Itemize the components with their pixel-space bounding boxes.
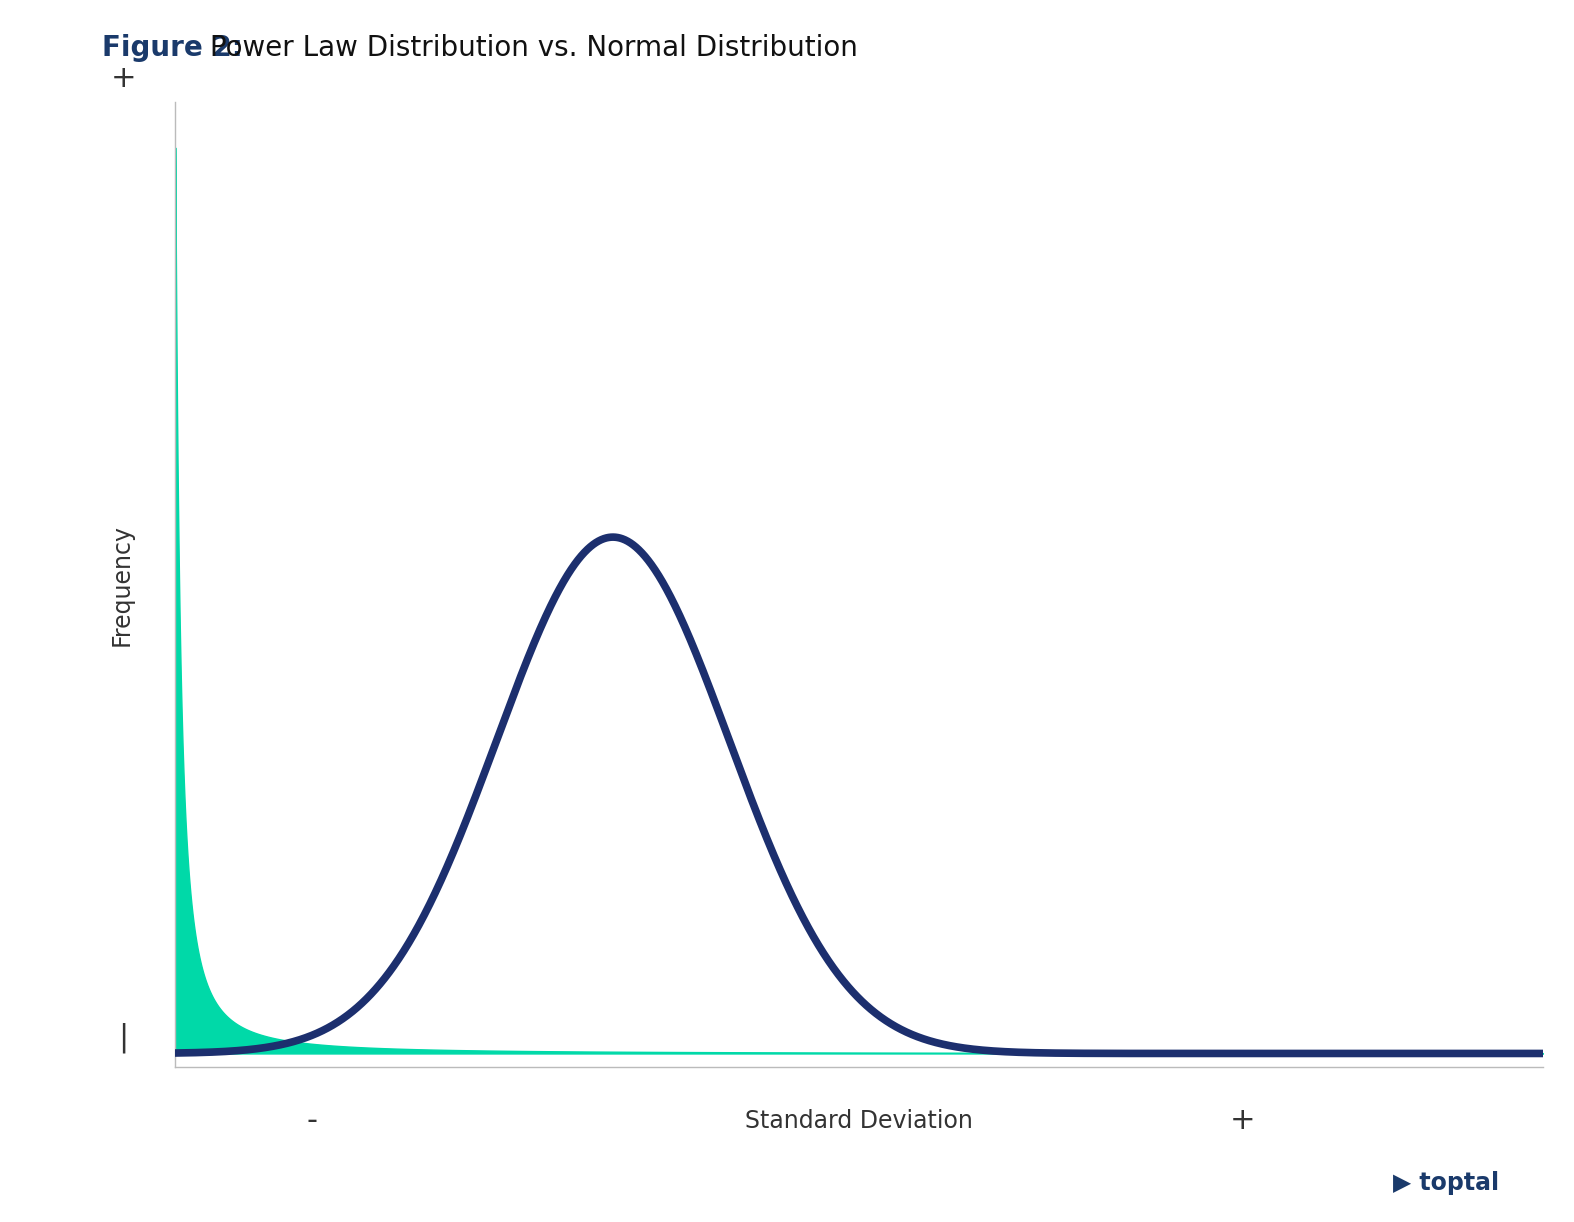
Text: ▶ toptal: ▶ toptal (1393, 1171, 1498, 1195)
Text: -: - (307, 1106, 318, 1135)
X-axis label: Standard Deviation: Standard Deviation (745, 1108, 973, 1133)
Text: |: | (118, 1023, 127, 1053)
Y-axis label: Frequency: Frequency (110, 524, 134, 645)
Text: Figure 2:: Figure 2: (102, 34, 244, 62)
Text: Power Law Distribution vs. Normal Distribution: Power Law Distribution vs. Normal Distri… (201, 34, 858, 62)
Text: +: + (110, 64, 135, 93)
Text: +: + (1229, 1106, 1254, 1135)
